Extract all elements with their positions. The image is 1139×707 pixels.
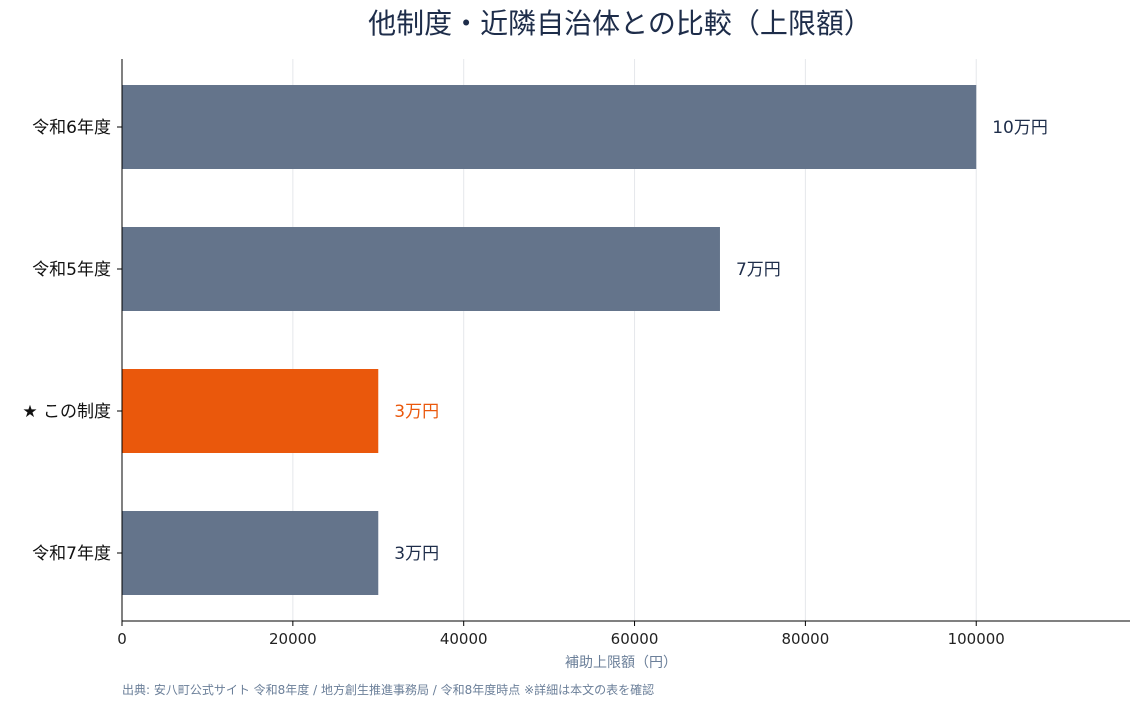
bar <box>122 227 720 311</box>
x-tick-label: 80000 <box>782 630 830 648</box>
bar-highlight <box>122 369 379 453</box>
x-axis-title: 補助上限額（円） <box>565 655 677 671</box>
source-note: 出典: 安八町公式サイト 令和8年度 / 地方創生推進事務局 / 令和8年度時点… <box>122 682 654 697</box>
x-ticks: 0 20000 40000 60000 80000 100000 <box>117 621 1005 648</box>
category-label: 令和6年度 <box>32 118 111 138</box>
axes <box>121 59 1130 622</box>
bar-value-label: 10万円 <box>992 118 1048 138</box>
x-tick-label: 20000 <box>269 630 317 648</box>
x-tick-label: 100000 <box>948 630 1005 648</box>
chart-title: 他制度・近隣自治体との比較（上限額） <box>368 7 872 40</box>
bar-value-label: 3万円 <box>394 544 439 564</box>
x-tick-label: 0 <box>117 630 127 648</box>
bar <box>122 85 977 169</box>
category-label: 令和5年度 <box>32 260 111 280</box>
x-tick-label: 60000 <box>611 630 659 648</box>
bar <box>122 511 379 595</box>
bar-value-label: 3万円 <box>394 402 439 422</box>
category-label: ★ この制度 <box>22 402 111 422</box>
category-label: 令和7年度 <box>32 544 111 564</box>
x-tick-label: 40000 <box>440 630 488 648</box>
bars: 10万円 7万円 3万円 3万円 <box>122 85 1048 595</box>
bar-value-label: 7万円 <box>736 260 781 280</box>
